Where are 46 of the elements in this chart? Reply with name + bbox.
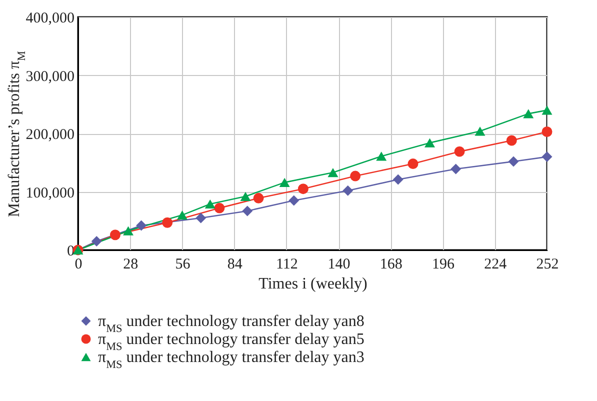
point xyxy=(506,135,517,146)
point xyxy=(91,236,102,247)
point xyxy=(450,164,462,174)
x-tick-label: 252 xyxy=(536,256,559,272)
point xyxy=(123,226,134,236)
point xyxy=(162,217,173,228)
point xyxy=(242,206,253,216)
x-tick-label: 196 xyxy=(432,256,456,272)
point xyxy=(214,202,225,214)
point xyxy=(288,195,300,206)
point xyxy=(328,168,338,178)
point xyxy=(454,146,465,157)
point xyxy=(542,126,552,137)
point xyxy=(523,109,534,118)
point xyxy=(136,220,147,231)
x-axis-title: Times i (weekly) xyxy=(258,276,368,292)
x-tick-label: 56 xyxy=(175,256,191,272)
point xyxy=(424,138,435,148)
y-tick-label: 200,000 xyxy=(26,127,74,143)
point xyxy=(196,212,206,224)
point xyxy=(542,152,552,162)
point xyxy=(253,192,264,204)
x-tick-label: 28 xyxy=(123,256,138,272)
legend-label: π$_{MS}$ under technology transfer delay yan3 xyxy=(98,349,364,371)
point xyxy=(542,106,552,115)
point xyxy=(508,156,519,167)
x-tick-label: 140 xyxy=(328,256,350,272)
point xyxy=(204,199,216,209)
y-tick-label: 300,000 xyxy=(26,68,74,85)
x-tick-label: 224 xyxy=(484,256,508,272)
point xyxy=(408,158,418,170)
point xyxy=(279,178,290,187)
point xyxy=(474,126,486,136)
x-tick-label: 84 xyxy=(227,256,243,272)
point xyxy=(376,152,387,161)
point xyxy=(240,192,251,201)
y-tick-label: 400,000 xyxy=(26,10,74,26)
y-tick-label: 100,000 xyxy=(26,185,74,202)
point xyxy=(392,174,404,185)
point xyxy=(176,210,188,220)
point xyxy=(298,184,308,194)
point xyxy=(342,185,354,196)
x-tick-label: 112 xyxy=(276,256,298,272)
point xyxy=(110,230,120,240)
point xyxy=(350,170,361,182)
x-tick-label: 168 xyxy=(380,256,402,272)
